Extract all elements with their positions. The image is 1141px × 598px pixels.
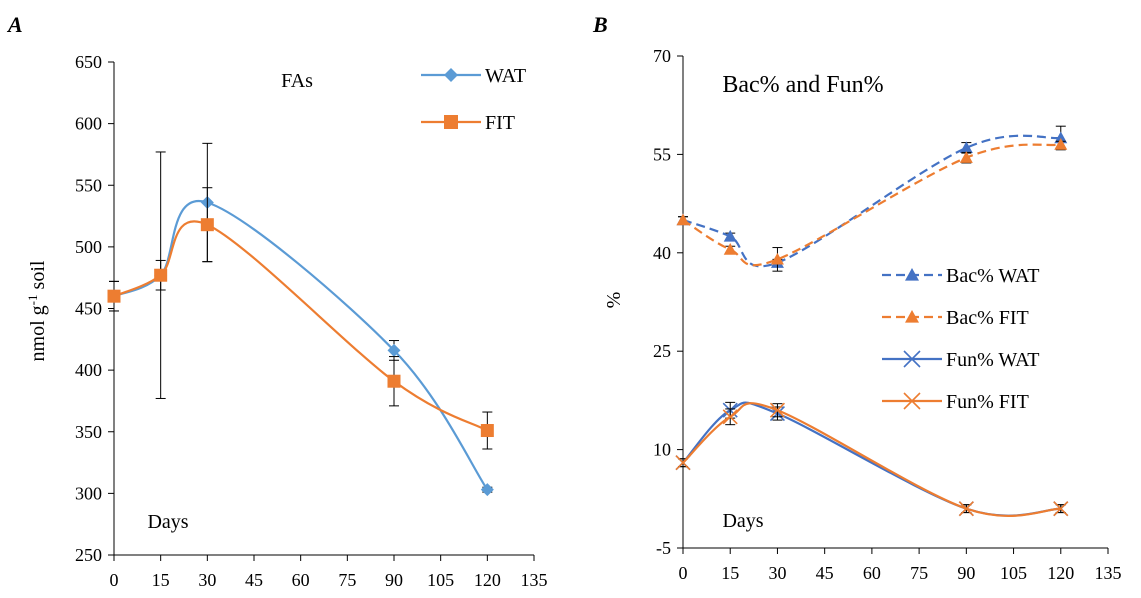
chart-a-series-line — [113, 220, 488, 432]
chart-b-x-tick-label: 75 — [910, 563, 928, 583]
panel-label-b: B — [592, 12, 608, 37]
chart-a-x-tick-label: 45 — [245, 570, 263, 590]
chart-a-title: FAs — [281, 70, 313, 92]
chart-b-series-line — [682, 402, 1061, 517]
chart-a-y-tick-label: 350 — [75, 422, 102, 442]
chart-b-x-tick-label: 105 — [1000, 563, 1027, 583]
chart-b-x-tick-label: 135 — [1095, 563, 1122, 583]
chart-b-data-point — [958, 501, 974, 517]
chart-b-series-4 — [675, 402, 1069, 517]
chart-b-data-point — [723, 229, 737, 242]
chart-b-data-point — [723, 243, 737, 255]
chart-b-legend-item: Bac% FIT — [882, 307, 1029, 329]
chart-b-series-line — [682, 143, 1061, 267]
chart-b-series-line — [682, 134, 1061, 268]
chart-a-x-tick-label: 30 — [198, 570, 216, 590]
chart-a-data-point — [154, 268, 168, 282]
chart-b-x-tick-label: 0 — [679, 563, 688, 583]
chart-b-x-tick-label: 120 — [1047, 563, 1074, 583]
chart-a-x-tick-label: 75 — [338, 570, 356, 590]
chart-b-data-point — [676, 213, 690, 226]
chart-a-series-1 — [107, 142, 494, 497]
chart-b-title: Bac% and Fun% — [722, 72, 883, 98]
chart-b-legend-item: Fun% FIT — [882, 391, 1029, 413]
chart-b-y-tick-label: 40 — [653, 243, 671, 263]
chart-b-x-tick-label: 45 — [816, 563, 834, 583]
chart-b-y-tick-label: 55 — [653, 144, 671, 164]
chart-a-y-tick-label: 650 — [75, 52, 102, 72]
chart-b-y-tick-label: 25 — [653, 341, 671, 361]
chart-b-series-3 — [675, 401, 1069, 517]
chart-panel-b: B Bac% and Fun% Days % -5 10 25 40 55 70 0 15 30… — [592, 12, 1122, 583]
chart-a-legend-label: WAT — [485, 65, 526, 87]
chart-b-x-tick-label: 30 — [768, 563, 786, 583]
chart-b-x-label: Days — [722, 510, 763, 532]
chart-b-x-tick-label: 60 — [863, 563, 881, 583]
chart-b-y-tick-label: 70 — [653, 46, 671, 66]
chart-panel-a: A FAs Days nmol g-1 soil 250300350400450… — [6, 12, 548, 590]
chart-a-series-2 — [107, 151, 494, 450]
chart-b-data-point — [959, 151, 973, 163]
chart-b-data-point — [959, 141, 973, 154]
chart-b-y-tick-label: -5 — [656, 538, 671, 558]
chart-b-data-point — [770, 252, 784, 265]
chart-b-legend-marker — [903, 392, 921, 410]
chart-a-y-tick-label: 500 — [75, 237, 102, 257]
chart-b-data-point — [1054, 138, 1068, 150]
chart-b-legend-label: Bac% FIT — [946, 307, 1029, 329]
chart-b-data-point — [675, 455, 691, 471]
panel-label-a: A — [6, 12, 23, 37]
chart-a-x-tick-label: 15 — [152, 570, 170, 590]
chart-a-data-point — [480, 483, 494, 497]
chart-a-series-line — [113, 199, 489, 491]
chart-b-legend-item: Fun% WAT — [882, 349, 1040, 371]
chart-b-legend-item: Bac% WAT — [882, 265, 1040, 287]
chart-b-y-tick-label: 10 — [653, 440, 671, 460]
chart-a-x-label: Days — [147, 511, 188, 533]
chart-b-legend-marker — [905, 268, 919, 281]
chart-a-legend-item: WAT — [421, 65, 526, 87]
chart-a-legend-item: FIT — [421, 112, 515, 134]
chart-a-data-point — [480, 424, 494, 438]
chart-a-y-tick-label: 400 — [75, 360, 102, 380]
chart-a-x-tick-label: 60 — [292, 570, 310, 590]
chart-a-x-tick-label: 135 — [521, 570, 548, 590]
chart-a-y-tick-label: 600 — [75, 114, 102, 134]
chart-b-data-point — [1053, 501, 1069, 517]
chart-a-legend-marker — [444, 68, 458, 82]
chart-a-x-tick-label: 120 — [474, 570, 501, 590]
chart-a-y-tick-label: 550 — [75, 175, 102, 195]
chart-a-y-tick-label: 300 — [75, 483, 102, 503]
chart-a-y-tick-label: 450 — [75, 299, 102, 319]
chart-a-legend-label: FIT — [485, 112, 515, 134]
chart-b-legend-marker — [903, 350, 921, 368]
chart-a-data-point — [107, 289, 121, 303]
chart-a-x-tick-label: 90 — [385, 570, 403, 590]
chart-b-legend-marker — [905, 310, 919, 323]
chart-b-data-point — [722, 409, 738, 425]
chart-a-y-label: nmol g-1 soil — [25, 260, 49, 361]
chart-b-legend-label: Bac% WAT — [946, 265, 1040, 287]
chart-b-legend-label: Fun% FIT — [946, 391, 1029, 413]
chart-a-x-tick-label: 0 — [110, 570, 119, 590]
chart-b-y-label: % — [603, 292, 625, 309]
chart-a-y-tick-label: 250 — [75, 545, 102, 565]
chart-b-x-tick-label: 15 — [721, 563, 739, 583]
chart-b-series-line — [682, 401, 1061, 517]
chart-b-series-2 — [676, 138, 1068, 272]
chart-a-legend-marker — [444, 115, 458, 129]
chart-b-data-point — [1054, 131, 1068, 144]
chart-a-data-point — [387, 374, 401, 388]
chart-a-data-point — [200, 218, 214, 232]
chart-b-legend-label: Fun% WAT — [946, 349, 1040, 371]
chart-b-data-point — [769, 402, 786, 418]
chart-b-x-tick-label: 90 — [957, 563, 975, 583]
chart-a-data-point — [387, 343, 401, 357]
chart-a-x-tick-label: 105 — [427, 570, 454, 590]
